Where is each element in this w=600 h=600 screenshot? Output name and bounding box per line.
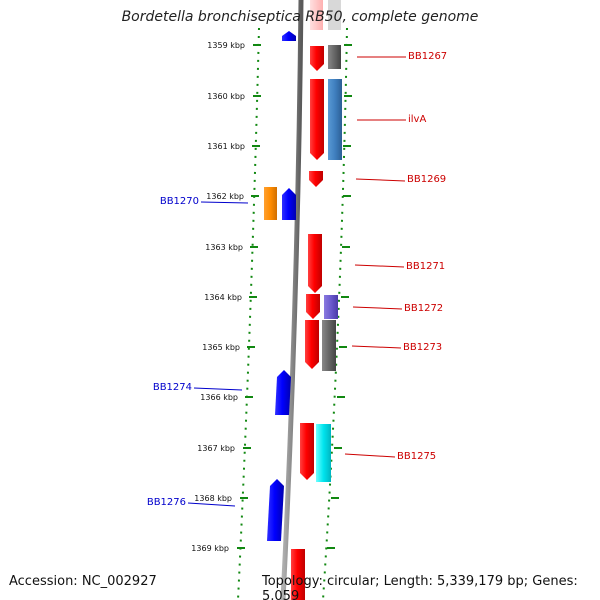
topology-text: Topology: circular; Length: 5,339,179 bp…	[262, 574, 578, 600]
label-bb1273[interactable]: BB1273	[403, 342, 442, 353]
kbp-label-1366: 1366 kbp	[200, 393, 238, 402]
gene-bb1267[interactable]	[310, 46, 324, 71]
gene-bb1272-box[interactable]	[324, 295, 338, 319]
forward-gene-labels: BB1267 ilvA BB1269 BB1271 BB1272 BB1273 …	[344, 51, 447, 462]
label-leader	[354, 264, 405, 268]
label-bb1269[interactable]: BB1269	[407, 174, 446, 185]
gene-bb1270-orange[interactable]	[264, 187, 277, 220]
gene-bb1274[interactable]	[275, 370, 291, 415]
label-bb1275[interactable]: BB1275	[397, 451, 436, 462]
label-leader	[200, 201, 249, 204]
label-bb1271[interactable]: BB1271	[406, 261, 445, 272]
reverse-gene-labels: BB1270 BB1274 BB1276	[147, 196, 249, 508]
gene-bb1272-red[interactable]	[306, 294, 320, 319]
kbp-tick-marks	[237, 44, 352, 549]
kbp-labels: 1359 kbp 1360 kbp 1361 kbp 1362 kbp 1363…	[191, 41, 245, 553]
kbp-label-1367: 1367 kbp	[197, 444, 235, 453]
gene-bb1270[interactable]	[282, 188, 296, 220]
label-leader	[355, 178, 406, 182]
kbp-label-1364: 1364 kbp	[204, 293, 242, 302]
gene-faint-top-gray	[328, 0, 341, 30]
label-bb1276[interactable]: BB1276	[147, 497, 186, 508]
kbp-label-1363: 1363 kbp	[205, 243, 243, 252]
genome-backbone	[280, 0, 304, 600]
label-leader	[344, 453, 396, 458]
gene-top-blue[interactable]	[282, 31, 296, 41]
gene-ilva-box[interactable]	[328, 79, 342, 160]
label-bb1272[interactable]: BB1272	[404, 303, 443, 314]
kbp-label-1368: 1368 kbp	[194, 494, 232, 503]
label-leader	[193, 387, 243, 391]
gene-bb1269[interactable]	[309, 171, 323, 187]
gene-ilva[interactable]	[310, 79, 324, 160]
gene-bb1276[interactable]	[267, 479, 284, 541]
label-bb1270[interactable]: BB1270	[160, 196, 199, 207]
label-leader	[352, 306, 403, 310]
label-bb1267[interactable]: BB1267	[408, 51, 447, 62]
label-bb1274[interactable]: BB1274	[153, 382, 192, 393]
gene-bb1273-red[interactable]	[305, 320, 319, 369]
kbp-label-1362: 1362 kbp	[206, 192, 244, 201]
kbp-label-1365: 1365 kbp	[202, 343, 240, 352]
gene-bottom-red[interactable]	[291, 549, 305, 600]
kbp-label-1369: 1369 kbp	[191, 544, 229, 553]
kbp-label-1359: 1359 kbp	[207, 41, 245, 50]
map-title: Bordetella bronchiseptica RB50, complete…	[121, 9, 479, 25]
label-ilva[interactable]: ilvA	[408, 114, 426, 125]
gene-bb1271[interactable]	[308, 234, 322, 293]
gene-bb1275-red[interactable]	[300, 423, 314, 480]
kbp-label-1361: 1361 kbp	[207, 142, 245, 151]
left-scale-track	[237, 27, 260, 600]
gene-bb1267-box[interactable]	[328, 45, 341, 69]
gene-bb1275-box[interactable]	[316, 424, 331, 482]
accession-text: Accession: NC_002927	[9, 574, 157, 589]
gene-bb1273-box[interactable]	[322, 320, 336, 371]
gene-faint-top-forward	[310, 0, 323, 30]
label-leader	[187, 502, 236, 507]
kbp-label-1360: 1360 kbp	[207, 92, 245, 101]
label-leader	[351, 345, 402, 349]
